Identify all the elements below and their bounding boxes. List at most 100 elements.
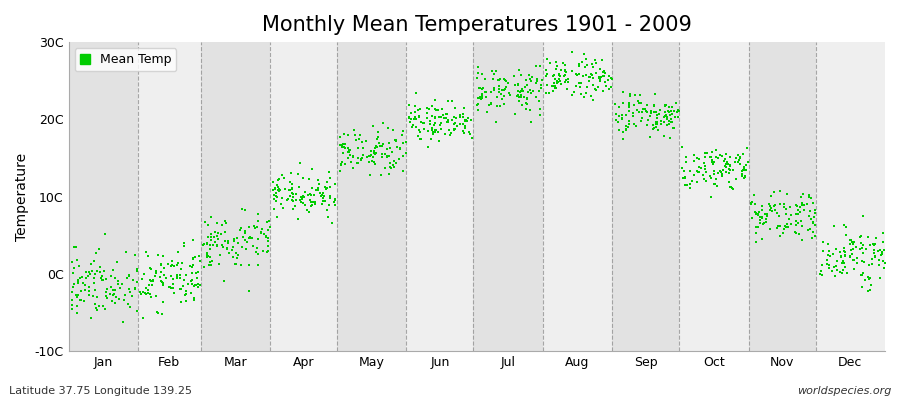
Point	[807, 206, 822, 213]
Point	[876, 257, 890, 264]
Point	[384, 149, 399, 156]
Point	[806, 228, 820, 235]
Point	[852, 246, 867, 253]
Point	[259, 232, 274, 239]
Point	[561, 78, 575, 85]
Point	[722, 170, 736, 176]
Point	[439, 114, 454, 121]
Point	[106, 292, 121, 298]
Point	[704, 154, 718, 160]
Point	[772, 213, 787, 220]
Bar	[543, 42, 612, 351]
Point	[84, 315, 98, 321]
Point	[850, 260, 864, 266]
Point	[203, 234, 218, 240]
Point	[401, 102, 416, 108]
Point	[509, 93, 524, 100]
Point	[834, 254, 849, 260]
Point	[830, 258, 844, 264]
Point	[248, 224, 262, 231]
Point	[211, 236, 225, 242]
Point	[268, 198, 283, 204]
Point	[288, 202, 302, 209]
Point	[778, 222, 793, 229]
Point	[706, 149, 720, 155]
Point	[790, 211, 805, 217]
Point	[752, 209, 766, 215]
Point	[706, 171, 721, 177]
Point	[272, 188, 286, 194]
Point	[346, 153, 361, 159]
Point	[632, 108, 646, 115]
Point	[704, 194, 718, 200]
Point	[665, 104, 680, 110]
Point	[210, 220, 224, 226]
Point	[406, 122, 420, 128]
Point	[81, 269, 95, 275]
Point	[847, 257, 861, 263]
Point	[802, 194, 816, 200]
Point	[439, 111, 454, 117]
Point	[641, 117, 655, 124]
Point	[187, 283, 202, 289]
Point	[89, 305, 104, 312]
Point	[575, 73, 590, 79]
Point	[90, 267, 104, 274]
Point	[698, 154, 713, 160]
Point	[657, 133, 671, 139]
Point	[170, 274, 184, 280]
Point	[653, 120, 668, 127]
Point	[169, 272, 184, 278]
Point	[151, 310, 166, 316]
Point	[760, 211, 775, 217]
Point	[369, 136, 383, 142]
Point	[380, 154, 394, 160]
Point	[732, 156, 746, 163]
Point	[649, 120, 663, 127]
Point	[374, 151, 389, 157]
Point	[254, 229, 268, 236]
Point	[622, 104, 636, 110]
Point	[295, 196, 310, 202]
Point	[875, 249, 889, 255]
Point	[538, 67, 553, 74]
Point	[822, 248, 836, 255]
Point	[112, 285, 127, 291]
Point	[532, 98, 546, 104]
Point	[171, 249, 185, 255]
Bar	[749, 42, 815, 351]
Point	[284, 170, 299, 176]
Point	[648, 109, 662, 116]
Point	[364, 158, 379, 164]
Point	[164, 263, 178, 270]
Point	[845, 251, 859, 257]
Point	[99, 276, 113, 282]
Point	[788, 211, 803, 218]
Point	[773, 232, 788, 239]
Point	[858, 276, 872, 283]
Point	[270, 214, 284, 220]
Point	[763, 192, 778, 199]
Point	[705, 157, 719, 164]
Point	[344, 158, 358, 165]
Point	[312, 190, 327, 196]
Point	[745, 214, 760, 221]
Point	[752, 212, 766, 218]
Point	[598, 78, 613, 85]
Point	[662, 109, 676, 116]
Point	[396, 168, 410, 174]
Bar	[473, 42, 543, 351]
Point	[213, 230, 228, 237]
Point	[231, 252, 246, 258]
Point	[212, 261, 227, 268]
Point	[130, 266, 144, 272]
Point	[413, 136, 428, 142]
Point	[616, 89, 630, 95]
Point	[543, 60, 557, 66]
Point	[82, 292, 96, 298]
Point	[572, 62, 587, 68]
Point	[162, 284, 176, 291]
Point	[421, 128, 436, 134]
Point	[76, 280, 90, 287]
Point	[261, 227, 275, 234]
